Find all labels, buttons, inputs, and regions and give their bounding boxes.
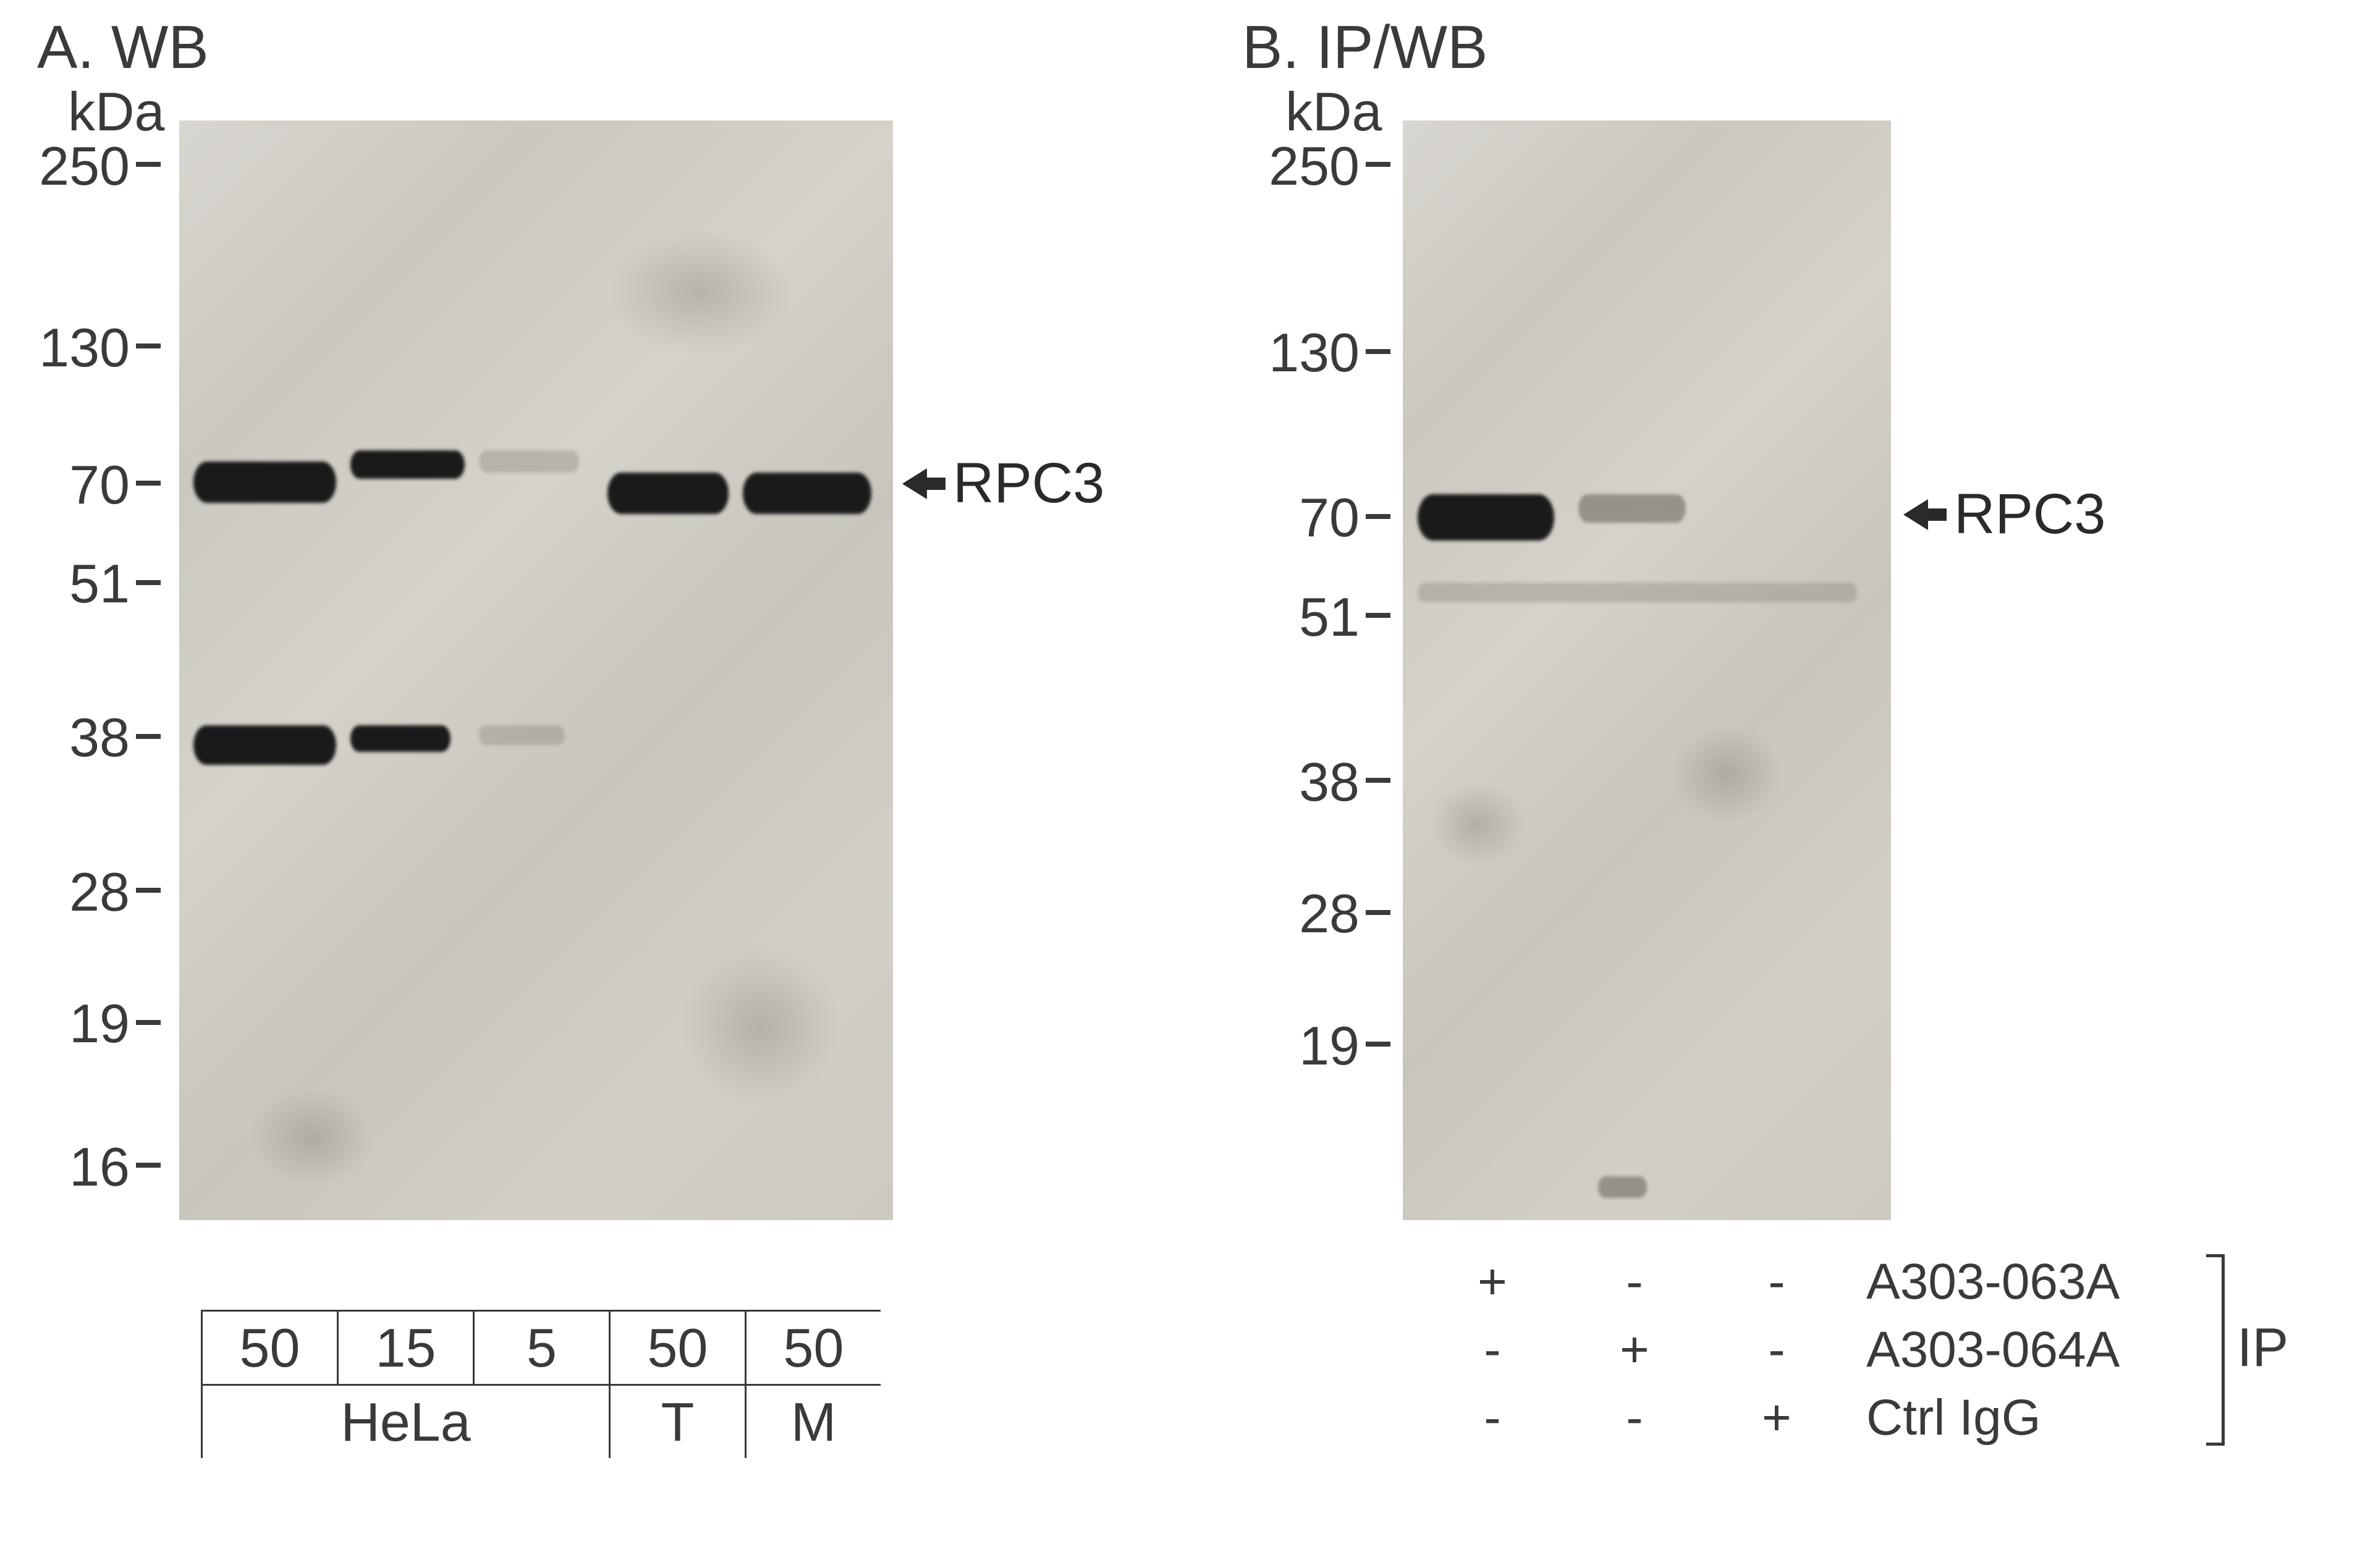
mw-marker-label: 250 (0, 135, 130, 198)
ip-mark-cell: - (1421, 1321, 1563, 1379)
blot-smudge (679, 945, 840, 1106)
mw-marker-label: 130 (1230, 321, 1360, 384)
blot-smudge (251, 1088, 374, 1187)
panel-b-title: B. IP/WB (1242, 12, 1488, 82)
panel-b-mw-ladder: 250 130 70 51 38 28 19 (1230, 120, 1403, 1220)
mw-marker-label: 70 (0, 453, 130, 516)
lane-cell: M (745, 1384, 881, 1458)
mw-marker-label: 19 (0, 992, 130, 1055)
protein-band (479, 725, 565, 745)
mw-marker-label: 38 (0, 706, 130, 769)
mw-marker-label: 28 (1230, 882, 1360, 945)
lane-cell: 50 (745, 1310, 881, 1384)
protein-band (1578, 494, 1686, 523)
mw-tick (136, 734, 161, 739)
lane-cell: HeLa (201, 1384, 609, 1458)
blot-smudge (1428, 780, 1526, 867)
mw-marker-label: 16 (0, 1136, 130, 1199)
lane-cell: 50 (609, 1310, 745, 1384)
target-text: RPC3 (1954, 482, 2105, 547)
lane-cell: 50 (201, 1310, 337, 1384)
ip-table-row: --+Ctrl IgG (1421, 1384, 2194, 1452)
blot-smudge (607, 230, 793, 354)
protein-band (1418, 494, 1554, 541)
blot-smudge (1672, 725, 1783, 824)
mw-marker-label: 19 (1230, 1014, 1360, 1077)
ip-mark-cell: + (1421, 1253, 1563, 1311)
protein-band (350, 450, 465, 479)
lane-table-row: 501555050 (201, 1310, 881, 1384)
mw-tick (1366, 910, 1390, 915)
protein-band (1418, 583, 1857, 602)
mw-marker-label: 51 (0, 552, 130, 615)
ip-mark-cell: - (1563, 1389, 1706, 1447)
mw-marker-label: 250 (1230, 135, 1360, 198)
mw-tick (1366, 514, 1390, 519)
lane-cell: T (609, 1384, 745, 1458)
lane-cell: 15 (337, 1310, 473, 1384)
mw-marker-label: 70 (1230, 486, 1360, 549)
panel-a-target-label: RPC3 (902, 451, 1104, 516)
lane-table-row: HeLaTM (201, 1384, 881, 1458)
mw-tick (136, 162, 161, 167)
mw-marker-label: 28 (0, 861, 130, 924)
mw-tick (1366, 613, 1390, 618)
protein-band (193, 462, 336, 504)
mw-tick (136, 481, 161, 486)
mw-tick (136, 1020, 161, 1025)
arrow-left-icon (1903, 482, 1947, 547)
ip-bracket (2206, 1254, 2225, 1446)
ip-antibody-label: A303-064A (1848, 1321, 2194, 1379)
mw-tick (136, 580, 161, 585)
panel-b-ip-table: +--A303-063A-+-A303-064A--+Ctrl IgG (1421, 1248, 2194, 1452)
mw-tick (136, 1163, 161, 1168)
panel-b-blot (1403, 120, 1891, 1220)
protein-band (1598, 1176, 1647, 1199)
ip-side-label: IP (2237, 1316, 2288, 1379)
protein-band (479, 450, 579, 473)
ip-mark-cell: - (1706, 1253, 1848, 1311)
protein-band (193, 725, 336, 765)
mw-marker-label: 51 (1230, 586, 1360, 649)
mw-tick (1366, 1042, 1390, 1047)
ip-table-row: -+-A303-064A (1421, 1316, 2194, 1384)
panel-a-mw-ladder: 250 130 70 51 38 28 19 16 (0, 120, 179, 1220)
panel-a-title: A. WB (37, 12, 209, 82)
ip-mark-cell: - (1563, 1253, 1706, 1311)
lane-cell: 5 (473, 1310, 609, 1384)
ip-mark-cell: + (1563, 1321, 1706, 1379)
ip-mark-cell: - (1706, 1321, 1848, 1379)
ip-mark-cell: + (1706, 1389, 1848, 1447)
mw-tick (136, 888, 161, 893)
panel-a-blot (179, 120, 893, 1220)
ip-antibody-label: A303-063A (1848, 1253, 2194, 1311)
panel-a-lane-table: 501555050HeLaTM (201, 1310, 881, 1458)
ip-mark-cell: - (1421, 1389, 1563, 1447)
mw-marker-label: 130 (0, 316, 130, 379)
arrow-left-icon (902, 451, 945, 516)
panel-b-target-label: RPC3 (1903, 482, 2105, 547)
ip-antibody-label: Ctrl IgG (1848, 1389, 2194, 1447)
mw-tick (1366, 162, 1390, 167)
mw-tick (136, 344, 161, 348)
protein-band (607, 473, 729, 515)
protein-band (743, 473, 871, 515)
ip-table-row: +--A303-063A (1421, 1248, 2194, 1316)
mw-tick (1366, 778, 1390, 783)
target-text: RPC3 (953, 451, 1104, 516)
protein-band (350, 725, 450, 752)
mw-marker-label: 38 (1230, 751, 1360, 814)
mw-tick (1366, 349, 1390, 354)
